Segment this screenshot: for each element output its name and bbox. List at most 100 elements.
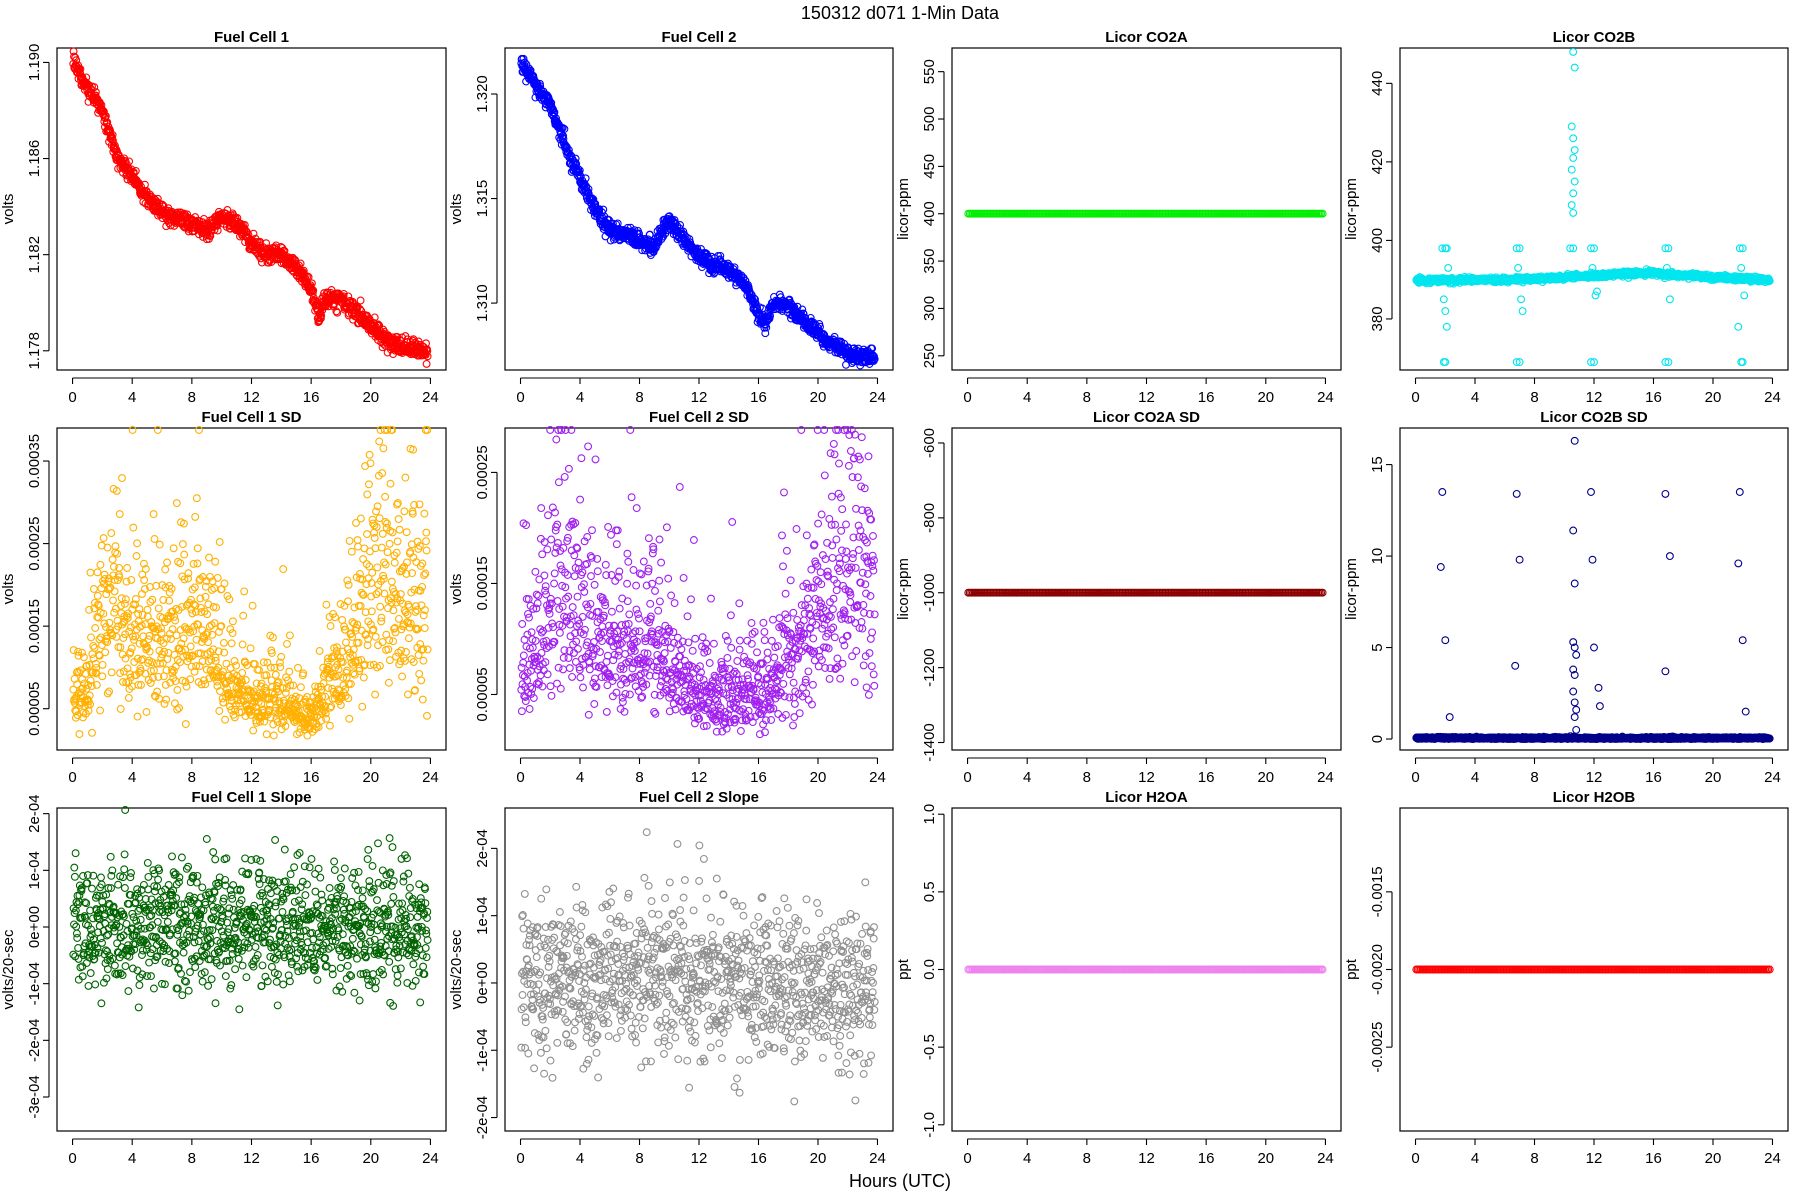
x-tick-label: 12 <box>243 389 260 406</box>
data-point <box>344 292 353 301</box>
x-tick-label: 4 <box>1471 389 1479 406</box>
x-tick-label: 0 <box>516 389 524 406</box>
data-point <box>571 154 580 163</box>
data-point <box>129 523 138 532</box>
data-point <box>155 540 164 549</box>
data-point <box>345 536 354 545</box>
data-point <box>517 707 526 716</box>
data-point <box>1569 134 1578 143</box>
data-point <box>1593 287 1601 296</box>
data-point <box>222 659 231 668</box>
data-point <box>221 715 230 724</box>
data-point <box>1569 154 1578 162</box>
data-point <box>1514 263 1523 272</box>
data-points <box>69 426 432 740</box>
data-point <box>86 568 95 577</box>
data-point <box>364 480 373 489</box>
data-point <box>304 273 313 282</box>
data-point <box>540 571 549 580</box>
x-tick-label: 0 <box>963 389 971 406</box>
y-tick-label: 1.190 <box>26 44 43 82</box>
data-point <box>544 511 552 520</box>
panel-title: Fuel Cell 1 SD <box>201 409 301 426</box>
data-point <box>398 672 407 681</box>
data-point <box>1567 122 1576 131</box>
data-point <box>394 515 403 524</box>
y-axis-label: licor-ppm <box>1343 178 1360 240</box>
data-point <box>294 663 302 672</box>
x-tick-label: 0 <box>516 769 524 786</box>
data-point <box>338 616 347 624</box>
data-point <box>417 676 426 685</box>
data-points <box>1412 47 1774 367</box>
x-tick-label: 4 <box>576 389 584 406</box>
data-point <box>228 617 237 626</box>
data-point <box>383 519 391 528</box>
data-point <box>589 195 598 204</box>
data-point <box>191 512 200 521</box>
data-point <box>220 579 229 588</box>
data-point <box>160 699 169 708</box>
x-tick-label: 12 <box>1138 389 1155 406</box>
data-point <box>1737 263 1746 272</box>
data-point <box>519 651 528 660</box>
plot-frame <box>1399 47 1789 371</box>
data-point <box>402 528 411 537</box>
y-tick-label: 1.182 <box>26 236 43 274</box>
data-point <box>389 637 398 646</box>
data-point <box>543 670 552 679</box>
data-point <box>279 565 288 574</box>
x-tick-label: 24 <box>1317 389 1334 406</box>
data-point <box>296 683 305 692</box>
data-point <box>541 582 550 591</box>
y-tick-label: 380 <box>1369 306 1386 331</box>
y-tick-label: 0.00015 <box>474 556 491 610</box>
y-tick-label: 550 <box>921 59 938 84</box>
data-point <box>1591 291 1600 300</box>
data-point <box>107 529 116 538</box>
data-point <box>108 555 117 564</box>
x-tick-label: 0 <box>1411 389 1419 406</box>
data-point <box>1570 177 1579 186</box>
data-point <box>192 494 201 503</box>
x-tick-label: 20 <box>362 769 379 786</box>
data-point <box>353 536 362 545</box>
panel-title: Fuel Cell 2 SD <box>649 409 749 426</box>
main-title: 150312 d071 1-Min Data <box>801 3 1000 23</box>
x-tick-label: 20 <box>362 389 379 406</box>
panel-title: Licor CO2B <box>1553 29 1636 46</box>
x-tick-label: 24 <box>422 769 439 786</box>
plot-frame <box>504 47 894 371</box>
data-point <box>403 690 412 699</box>
data-point <box>180 550 189 559</box>
data-point <box>415 669 424 678</box>
data-point <box>316 314 325 323</box>
data-point <box>172 499 181 508</box>
data-point <box>357 626 366 635</box>
data-point <box>227 639 236 648</box>
x-tick-label: 12 <box>1586 389 1603 406</box>
data-point <box>169 666 178 675</box>
data-point <box>1444 263 1453 272</box>
data-point <box>159 201 168 210</box>
x-tick-label: 8 <box>188 769 196 786</box>
data-point <box>213 226 222 235</box>
data-point <box>422 359 431 368</box>
data-point <box>88 728 96 737</box>
y-tick-label: 0.00005 <box>474 667 491 721</box>
y-tick-label: 400 <box>1369 228 1386 253</box>
data-point <box>262 239 271 248</box>
data-point <box>395 525 404 534</box>
data-point <box>96 560 105 569</box>
data-point <box>356 514 365 523</box>
data-point <box>368 568 377 577</box>
data-point <box>550 569 559 578</box>
x-tick-label: 16 <box>750 389 767 406</box>
y-tick-label: 1.186 <box>26 140 43 178</box>
data-point <box>390 558 399 567</box>
data-point <box>75 730 84 739</box>
